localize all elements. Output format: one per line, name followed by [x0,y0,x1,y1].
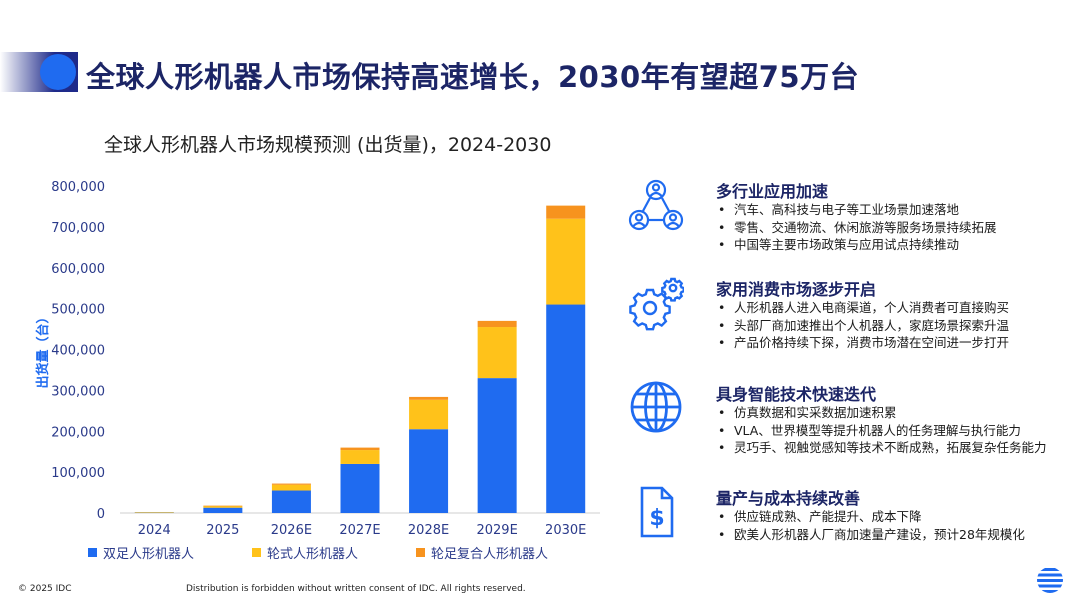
y-tick-label: 200,000 [51,425,105,440]
y-tick-label: 600,000 [51,262,105,277]
footer-copyright: © 2025 IDC [18,584,72,594]
legend-swatch-biped [88,548,97,557]
bar-segment-wheeled [409,399,449,430]
panel-heading: 量产与成本持续改善 [716,489,861,508]
panel-industry-adoption: 多行业应用加速 汽车、高科技与电子等工业场景加速落地 零售、交通物流、休闲旅游等… [628,178,1078,258]
panel-bullet-list: 人形机器人进入电商渠道，个人消费者可直接购买 头部厂商加速推出个人机器人，家庭场… [716,299,1009,352]
legend-item-hybrid: 轮足复合人形机器人 [416,543,548,562]
legend-swatch-wheeled [252,548,262,557]
x-tick-label: 2025 [206,523,239,538]
bar-segment-wheeled [203,506,243,508]
list-item: 零售、交通物流、休闲旅游等服务场景持续拓展 [716,219,997,237]
panel-heading: 具身智能技术快速迭代 [716,385,877,404]
legend-label-wheeled: 轮式人形机器人 [267,547,359,562]
page-title: 全球人形机器人市场保持高速增长，2030年有望超75万台 [86,60,860,94]
list-item: 汽车、高科技与电子等工业场景加速落地 [716,201,997,219]
list-item: 中国等主要市场政策与应用试点持续推动 [716,236,997,254]
chart-title: 全球人形机器人市场规模预测 (出货量)，2024-2030 [104,134,552,156]
panel-consumer-market: 家用消费市场逐步开启 人形机器人进入电商渠道，个人消费者可直接购买 头部厂商加速… [628,276,1078,356]
bar-segment-biped [271,490,311,513]
y-axis-label: 出货量（台） [35,310,51,388]
bar-segment-hybrid [203,505,243,507]
bar-segment-wheeled [477,327,517,379]
list-item: 供应链成熟、产能提升、成本下降 [716,508,1025,526]
x-tick-label: 2029E [476,523,517,538]
panel-mass-production: $ 量产与成本持续改善 供应链成熟、产能提升、成本下降 欧美人形机器人厂商加速量… [628,485,1078,555]
svg-text:$: $ [649,506,664,531]
bar-segment-biped [477,378,517,513]
title-accent-dot [40,54,76,90]
idc-logo-icon [1037,568,1063,593]
y-tick-label: 800,000 [51,180,105,195]
bar-segment-wheeled [271,484,311,491]
bar-segment-biped [546,304,586,513]
list-item: 灵巧手、视触觉感知等技术不断成熟，拓展复杂任务能力 [716,439,1047,457]
bar-segment-hybrid [546,205,586,219]
legend-label-biped: 双足人形机器人 [103,547,195,562]
bar-segment-hybrid [271,483,311,485]
bar-segment-biped [409,429,449,513]
y-tick-label: 100,000 [51,466,105,481]
y-tick-label: 0 [97,507,105,522]
x-tick-label: 2024 [138,523,171,538]
x-tick-label: 2028E [408,523,449,538]
bar-segment-biped [203,507,243,513]
list-item: 欧美人形机器人厂商加速量产建设，预计28年规模化 [716,526,1025,544]
cost-document-icon: $ [640,486,674,538]
bar-segment-hybrid [340,447,380,451]
list-item: 产品价格持续下探，消费市场潜在空间进一步打开 [716,334,1009,352]
chart-legend: 双足人形机器人 轮式人形机器人 轮足复合人形机器人 [88,543,606,562]
bar-segment-biped [340,463,380,513]
list-item: 头部厂商加速推出个人机器人，家庭场景探索升温 [716,317,1009,335]
shipment-bar-chart: 0 100,000 200,000 300,000 400,000 500,000 600,… [35,180,600,538]
globe-icon [630,381,682,433]
panel-bullet-list: 仿真数据和实采数据加速积累 VLA、世界模型等提升机器人的任务理解与执行能力 灵… [716,404,1047,457]
panel-bullet-list: 供应链成熟、产能提升、成本下降 欧美人形机器人厂商加速量产建设，预计28年规模化 [716,508,1025,543]
footer-notice: Distribution is forbidden without writte… [186,584,526,594]
legend-item-biped: 双足人形机器人 [88,543,194,562]
panel-bullet-list: 汽车、高科技与电子等工业场景加速落地 零售、交通物流、休闲旅游等服务场景持续拓展… [716,201,997,254]
list-item: VLA、世界模型等提升机器人的任务理解与执行能力 [716,422,1047,440]
bar-segment-wheeled [340,450,380,464]
people-network-icon [628,179,684,231]
y-tick-label: 400,000 [51,344,105,359]
panel-heading: 家用消费市场逐步开启 [716,280,877,299]
x-tick-label: 2030E [545,523,586,538]
list-item: 仿真数据和实采数据加速积累 [716,404,1047,422]
legend-swatch-hybrid [416,548,426,557]
x-tick-label: 2026E [271,523,312,538]
panel-heading: 多行业应用加速 [716,182,829,201]
list-item: 人形机器人进入电商渠道，个人消费者可直接购买 [716,299,1009,317]
legend-label-hybrid: 轮足复合人形机器人 [431,547,549,562]
bar-segment-wheeled [134,512,174,513]
y-tick-label: 700,000 [51,221,105,236]
y-tick-label: 300,000 [51,384,105,399]
gears-icon [629,277,684,331]
bar-segment-hybrid [477,320,517,328]
panel-embodied-ai: 具身智能技术快速迭代 仿真数据和实采数据加速积累 VLA、世界模型等提升机器人的… [628,381,1078,461]
bar-segment-wheeled [546,218,586,305]
y-tick-label: 500,000 [51,303,105,318]
legend-item-wheeled: 轮式人形机器人 [252,543,358,562]
x-tick-label: 2027E [339,523,380,538]
bar-segment-hybrid [409,396,449,400]
